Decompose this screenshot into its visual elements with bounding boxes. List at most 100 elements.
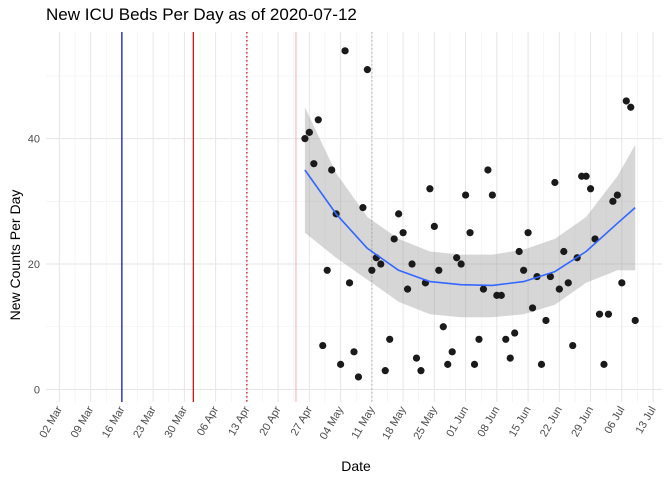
x-tick-label: 13 Jul [634,405,659,436]
data-point [377,260,385,268]
data-point [604,310,613,318]
y-tick-label: 40 [28,134,40,146]
data-point [341,47,349,55]
data-point [484,166,492,174]
x-tick-label: 23 Mar [131,404,159,440]
data-point [444,360,452,368]
data-point [627,103,635,111]
data-point [399,229,407,237]
data-point [408,260,416,268]
data-point [368,266,376,274]
data-point [497,291,505,299]
grid [46,32,662,402]
data-point [345,279,354,287]
data-point [359,203,367,212]
data-point [466,229,474,237]
data-point [613,191,621,199]
data-point [555,285,563,293]
confidence-band-area [304,107,636,318]
x-tick-label: 27 Apr [289,404,315,438]
data-point [520,266,528,274]
x-tick-label: 20 Apr [257,404,283,438]
data-point [403,285,412,293]
data-point [511,329,519,337]
data-point [542,316,550,325]
x-tick-label: 01 Jun [444,405,471,440]
data-point [470,360,479,368]
x-tick-label: 16 Mar [100,404,128,440]
data-point [457,260,465,268]
data-point [609,197,617,205]
data-point [301,135,309,143]
x-tick-label: 22 Jun [538,405,565,440]
data-point [435,266,443,274]
data-point [524,229,532,237]
data-point [502,335,510,343]
data-point [582,172,590,180]
x-axis-ticks: 02 Mar 09 Mar 16 Mar 23 Mar 30 Mar 06 Apr 13 A… [37,404,658,442]
data-point [564,279,572,287]
y-tick-label: 0 [34,384,40,396]
data-point [363,66,371,74]
x-tick-label: 11 May [349,404,377,441]
data-point [506,354,514,362]
data-point [395,210,403,218]
x-tick-label: 04 May [318,404,347,442]
x-tick-label: 29 Jun [569,405,596,440]
x-axis-title: Date [341,458,371,474]
x-tick-label: 06 Apr [195,404,221,438]
data-point [417,367,425,375]
y-tick-label: 20 [28,259,40,271]
confidence-band [304,107,636,318]
data-point [381,367,389,375]
data-point [475,335,483,343]
chart-title: New ICU Beds Per Day as of 2020-07-12 [46,5,357,24]
x-tick-label: 02 Mar [37,404,65,440]
data-point [319,341,327,350]
data-point [350,348,358,356]
x-tick-label: 06 Jul [602,405,627,436]
data-point [586,185,595,193]
x-tick-label: 13 Apr [226,404,252,438]
data-point [314,116,322,124]
data-point [600,360,608,368]
data-point [479,285,488,293]
data-point [461,191,470,199]
x-tick-label: 09 Mar [69,404,97,440]
data-point [537,360,546,368]
y-axis-ticks: 0 20 40 [28,134,40,397]
data-point [546,272,555,281]
trend-line [304,169,636,287]
data-point [488,191,496,199]
data-point [560,247,568,256]
data-point [448,348,456,356]
data-point [453,254,461,262]
data-point [337,360,345,368]
data-point [386,335,394,343]
data-point [305,128,313,136]
data-point [569,341,577,350]
y-axis-title: New Counts Per Day [7,190,23,321]
data-point [631,316,639,325]
data-point [323,266,331,274]
data-point [310,160,318,168]
data-point [439,323,447,331]
x-tick-label: 30 Mar [162,404,190,440]
data-point [622,97,630,105]
trend-line-path [304,169,636,287]
data-point [328,166,336,174]
data-point [595,310,604,318]
data-point [430,222,438,231]
x-tick-label: 18 May [380,404,409,442]
data-point [412,354,421,362]
data-point [515,247,523,256]
x-tick-label: 08 Jun [475,405,502,440]
data-point [551,178,559,187]
x-tick-label: 25 May [411,404,440,442]
data-point [618,279,626,287]
x-tick-label: 15 Jun [507,405,534,440]
data-point [354,373,363,381]
reference-lines [121,32,373,402]
data-point [528,304,537,312]
